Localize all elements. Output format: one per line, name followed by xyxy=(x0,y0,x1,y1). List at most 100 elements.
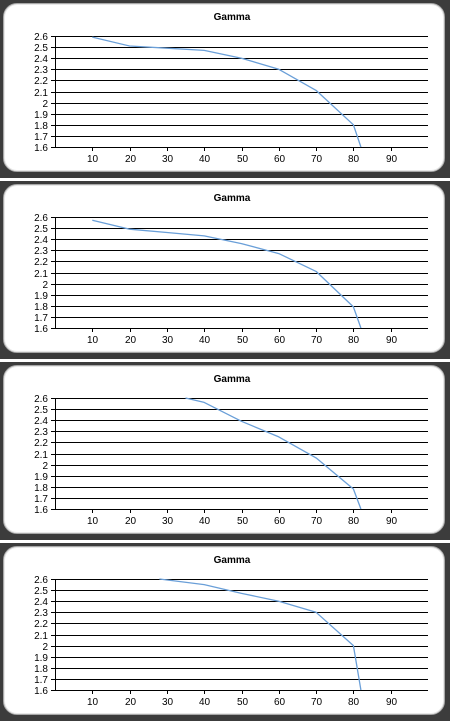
y-tick-label: 2.4 xyxy=(34,54,48,65)
x-tick-label: 30 xyxy=(162,516,174,527)
x-tick-label: 90 xyxy=(386,335,398,346)
y-tick-label: 2.1 xyxy=(34,450,48,461)
y-tick-label: 2.4 xyxy=(34,235,48,246)
x-tick-label: 20 xyxy=(125,335,137,346)
x-tick-label: 10 xyxy=(87,154,99,165)
x-tick-label: 50 xyxy=(237,154,249,165)
y-tick-label: 1.9 xyxy=(34,472,48,483)
x-tick-label: 90 xyxy=(386,154,398,165)
gamma-series-line xyxy=(92,36,362,148)
gamma-chart-panel-1: Gamma 2.6 2.5 2.4 2.3 2.2 2.1 2 1.9 1.8 1.7 1.6 10 2… xyxy=(0,0,450,178)
x-tick-label: 70 xyxy=(311,697,323,708)
x-tick-label: 80 xyxy=(348,516,360,527)
y-tick-label: 1.6 xyxy=(34,686,48,697)
y-tick-label: 1.7 xyxy=(34,313,48,324)
y-tick-label: 2.4 xyxy=(34,597,48,608)
y-tick-label: 2.2 xyxy=(34,619,48,630)
x-tick-label: 60 xyxy=(274,335,286,346)
x-tick-label: 30 xyxy=(162,697,174,708)
y-tick-label: 2.5 xyxy=(34,224,48,235)
y-tick-label: 2.6 xyxy=(34,213,48,224)
x-tick-label: 70 xyxy=(311,516,323,527)
x-tick-label: 40 xyxy=(199,697,211,708)
y-tick-label: 2.1 xyxy=(34,631,48,642)
chart-card xyxy=(3,184,445,353)
y-tick-label: 1.7 xyxy=(34,132,48,143)
y-tick-label: 2.1 xyxy=(34,88,48,99)
gamma-chart-1: Gamma 2.62.52.42.32.22.121.91.81.71.610 2… xyxy=(34,12,428,165)
chart-card xyxy=(3,3,445,172)
y-tick-label: 2 xyxy=(42,99,48,110)
y-tick-label: 2 xyxy=(42,642,48,653)
chart-title: Gamma xyxy=(214,12,251,23)
x-tick-label: 20 xyxy=(125,154,137,165)
y-tick-label: 1.6 xyxy=(34,143,48,154)
y-tick-label: 1.6 xyxy=(34,505,48,516)
plot-area: 2.62.52.42.32.22.121.91.81.71.6 10 20 30 40 5… xyxy=(34,32,428,165)
plot-area: 2.62.52.42.32.22.121.91.81.71.6 10 20 30 40 5… xyxy=(34,394,428,527)
x-tick-label: 80 xyxy=(348,697,360,708)
y-tick-label: 1.8 xyxy=(34,121,48,132)
y-tick-label: 1.8 xyxy=(34,302,48,313)
x-tick-label: 10 xyxy=(87,335,99,346)
x-tick-label: 30 xyxy=(162,335,174,346)
gamma-series-line xyxy=(92,219,362,329)
y-tick-label: 2.2 xyxy=(34,438,48,449)
y-tick-label: 2.3 xyxy=(34,427,48,438)
y-tick-label: 1.8 xyxy=(34,483,48,494)
gamma-chart-3: Gamma 2.62.52.42.32.22.121.91.81.71.610 2… xyxy=(34,374,428,527)
gamma-chart-2: Gamma 2.62.52.42.32.22.121.91.81.71.610 2… xyxy=(34,193,428,346)
y-tick-label: 2.4 xyxy=(34,416,48,427)
y-tick-label: 2.1 xyxy=(34,269,48,280)
y-tick-label: 1.9 xyxy=(34,110,48,121)
chart-title: Gamma xyxy=(214,374,251,385)
x-tick-label: 50 xyxy=(237,335,249,346)
y-tick-label: 2.6 xyxy=(34,575,48,586)
y-tick-label: 1.9 xyxy=(34,291,48,302)
x-tick-label: 80 xyxy=(348,335,360,346)
chart-title: Gamma xyxy=(214,193,251,204)
y-tick-label: 2.5 xyxy=(34,405,48,416)
y-tick-label: 1.6 xyxy=(34,324,48,335)
plot-area: 2.62.52.42.32.22.121.91.81.71.6 10 20 30 40 5… xyxy=(34,575,428,708)
x-tick-label: 90 xyxy=(386,697,398,708)
x-tick-label: 10 xyxy=(87,697,99,708)
chart-card xyxy=(3,365,445,534)
x-tick-label: 40 xyxy=(199,154,211,165)
gamma-series-line xyxy=(185,397,362,510)
y-tick-label: 1.9 xyxy=(34,653,48,664)
x-tick-label: 50 xyxy=(237,516,249,527)
x-tick-label: 80 xyxy=(348,154,360,165)
gamma-chart-panel-2: Gamma 2.6 2.5 2.4 2.3 2.2 2.1 2 1.9 1.8 1.7 1.6 10 2… xyxy=(0,181,450,359)
x-tick-label: 60 xyxy=(274,697,286,708)
x-tick-label: 20 xyxy=(125,697,137,708)
y-tick-label: 2.3 xyxy=(34,65,48,76)
y-tick-label: 2.6 xyxy=(34,32,48,43)
y-tick-label: 2.3 xyxy=(34,246,48,257)
y-tick-label: 2 xyxy=(42,280,48,291)
gamma-chart-panel-4: Gamma 2.6 2.5 2.4 2.3 2.2 2.1 2 1.9 1.8 1.7 1.6 10 2… xyxy=(0,543,450,721)
y-tick-label: 1.7 xyxy=(34,494,48,505)
gamma-chart-4: Gamma 2.62.52.42.32.22.121.91.81.71.610 2… xyxy=(34,555,428,708)
x-tick-label: 50 xyxy=(237,697,249,708)
chart-card xyxy=(3,546,445,715)
y-tick-label: 2.5 xyxy=(34,586,48,597)
x-tick-label: 70 xyxy=(311,335,323,346)
x-tick-label: 30 xyxy=(162,154,174,165)
x-tick-label: 60 xyxy=(274,154,286,165)
x-tick-label: 40 xyxy=(199,516,211,527)
plot-area: 2.62.52.42.32.22.121.91.81.71.6 10 20 30 40 5… xyxy=(34,213,428,346)
x-tick-label: 10 xyxy=(87,516,99,527)
gamma-chart-panel-3: Gamma 2.6 2.5 2.4 2.3 2.2 2.1 2 1.9 1.8 1.7 1.6 10 2… xyxy=(0,362,450,540)
y-tick-label: 2.2 xyxy=(34,76,48,87)
gamma-series-line xyxy=(159,578,362,691)
x-tick-label: 20 xyxy=(125,516,137,527)
x-tick-label: 90 xyxy=(386,516,398,527)
x-tick-label: 40 xyxy=(199,335,211,346)
y-tick-label: 2.6 xyxy=(34,394,48,405)
y-tick-label: 2.5 xyxy=(34,43,48,54)
chart-title: Gamma xyxy=(214,555,251,566)
y-tick-label: 1.8 xyxy=(34,664,48,675)
y-tick-label: 2.2 xyxy=(34,257,48,268)
